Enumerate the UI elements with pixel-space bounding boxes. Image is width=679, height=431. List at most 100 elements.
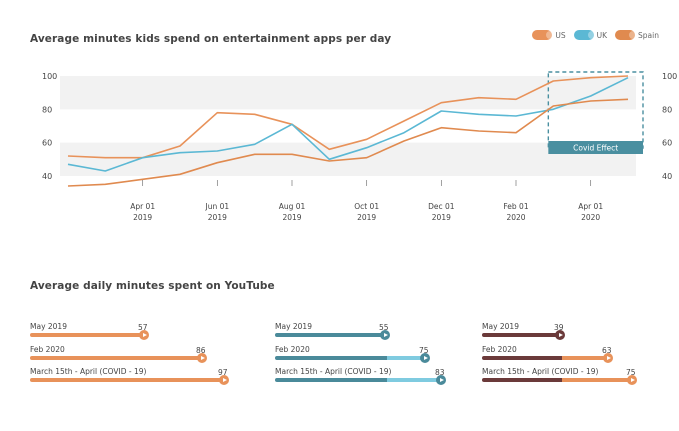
point-us-15 (627, 75, 629, 77)
point-uk-3 (179, 152, 181, 154)
x-tick-year: 2019 (432, 213, 451, 222)
youtube-bar-knob (555, 330, 565, 340)
legend-item-spain[interactable]: Spain (615, 30, 659, 40)
point-spain-0 (67, 185, 69, 187)
chart-title: Average minutes kids spend on entertainm… (30, 33, 392, 45)
youtube-bar-fill (30, 378, 224, 382)
youtube-bar-track: 57 (30, 323, 230, 340)
x-tick-label: Dec 01 (428, 202, 455, 211)
youtube-bar-knob (197, 353, 207, 363)
x-tick-label: Apr 01 (578, 202, 603, 211)
y-tick-left-100: 100 (42, 72, 57, 81)
youtube-bar-knob (420, 353, 430, 363)
covid-label-bg (548, 141, 643, 154)
point-uk-4 (217, 150, 219, 152)
youtube-bar-knob (219, 375, 229, 385)
youtube-title: Average daily minutes spent on YouTube (30, 280, 275, 292)
youtube-bar-label: Feb 2020 (482, 345, 517, 354)
point-uk-7 (329, 159, 331, 161)
youtube-bar-row: May 2019 39 (482, 322, 679, 342)
youtube-bar-row: May 2019 57 (30, 322, 230, 342)
youtube-bar-increase (387, 356, 425, 360)
youtube-bar-knob (380, 330, 390, 340)
youtube-bar-fill (482, 356, 608, 360)
point-spain-11 (478, 130, 480, 132)
youtube-bar-fill (30, 356, 202, 360)
x-tick-label: Oct 01 (354, 202, 379, 211)
y-tick-right-40: 40 (662, 172, 672, 181)
x-tick-year: 2019 (208, 213, 227, 222)
youtube-bar-value: 86 (196, 346, 206, 355)
point-spain-4 (217, 162, 219, 164)
x-tick-year: 2019 (357, 213, 376, 222)
legend-item-us[interactable]: US (532, 30, 566, 40)
point-spain-14 (590, 100, 592, 102)
point-uk-10 (441, 110, 443, 112)
x-tick-year: 2019 (282, 213, 301, 222)
x-tick-label: Jun 01 (205, 202, 230, 211)
point-us-7 (329, 149, 331, 151)
point-us-9 (403, 120, 405, 122)
youtube-bar-fill (275, 356, 425, 360)
legend-spain-label: Spain (638, 30, 659, 40)
youtube-bar-knob (139, 330, 149, 340)
youtube-bar-label: May 2019 (275, 322, 312, 331)
youtube-bar-knob (436, 375, 446, 385)
youtube-bar-value: 75 (419, 346, 429, 355)
youtube-bar-value: 83 (435, 368, 445, 377)
point-spain-5 (254, 154, 256, 156)
x-tick-label: Apr 01 (130, 202, 155, 211)
youtube-bar-row: Feb 2020 75 (275, 345, 475, 365)
x-tick-year: 2020 (581, 213, 600, 222)
youtube-bar-label: March 15th - April (COVID - 19) (482, 367, 599, 376)
x-tick-year: 2019 (133, 213, 152, 222)
series-line-us (67, 75, 629, 159)
x-tick-label: Aug 01 (279, 202, 306, 211)
y-tick-left-40: 40 (42, 172, 52, 181)
point-uk-13 (553, 109, 555, 111)
point-spain-9 (403, 140, 405, 142)
y-tick-right-60: 60 (662, 139, 672, 148)
legend-uk-label: UK (596, 30, 608, 40)
covid-label: Covid Effect (573, 144, 618, 153)
youtube-bar-increase (562, 378, 632, 382)
point-spain-13 (553, 105, 555, 107)
youtube-bar-label: May 2019 (482, 322, 519, 331)
point-uk-15 (627, 77, 629, 79)
youtube-bar-value: 39 (554, 323, 564, 332)
youtube-bar-track: 97 (30, 368, 230, 385)
youtube-bar-row: May 2019 55 (275, 322, 475, 342)
youtube-bar-knob (603, 353, 613, 363)
x-tick-year: 2020 (506, 213, 525, 222)
point-uk-11 (478, 114, 480, 116)
point-uk-0 (67, 164, 69, 166)
youtube-bar-track: 39 (482, 323, 679, 340)
point-us-10 (441, 102, 443, 104)
point-spain-10 (441, 127, 443, 129)
youtube-bar-value: 57 (138, 323, 148, 332)
series-line-spain (67, 98, 629, 187)
youtube-bar-row: Feb 2020 63 (482, 345, 679, 365)
point-spain-8 (366, 157, 368, 159)
youtube-bar-fill (30, 333, 144, 337)
youtube-bar-row: March 15th - April (COVID - 19) 75 (482, 367, 679, 387)
series-line-uk (67, 76, 629, 172)
point-uk-5 (254, 144, 256, 146)
point-uk-9 (403, 132, 405, 134)
point-us-14 (590, 77, 592, 79)
point-us-4 (217, 112, 219, 114)
youtube-bar-track: 75 (482, 368, 679, 385)
legend-item-uk[interactable]: UK (573, 30, 608, 40)
point-spain-12 (515, 132, 517, 134)
legend-spain-swatch (615, 30, 638, 40)
point-uk-6 (291, 124, 293, 126)
y-tick-left-60: 60 (42, 139, 52, 148)
youtube-bar-value: 75 (626, 368, 636, 377)
youtube-bar-value: 97 (218, 368, 228, 377)
point-uk-12 (515, 115, 517, 117)
youtube-bar-fill (482, 378, 632, 382)
y-tick-right-100: 100 (662, 72, 677, 81)
point-uk-8 (366, 147, 368, 149)
point-spain-2 (142, 179, 144, 181)
youtube-bar-knob (627, 375, 637, 385)
